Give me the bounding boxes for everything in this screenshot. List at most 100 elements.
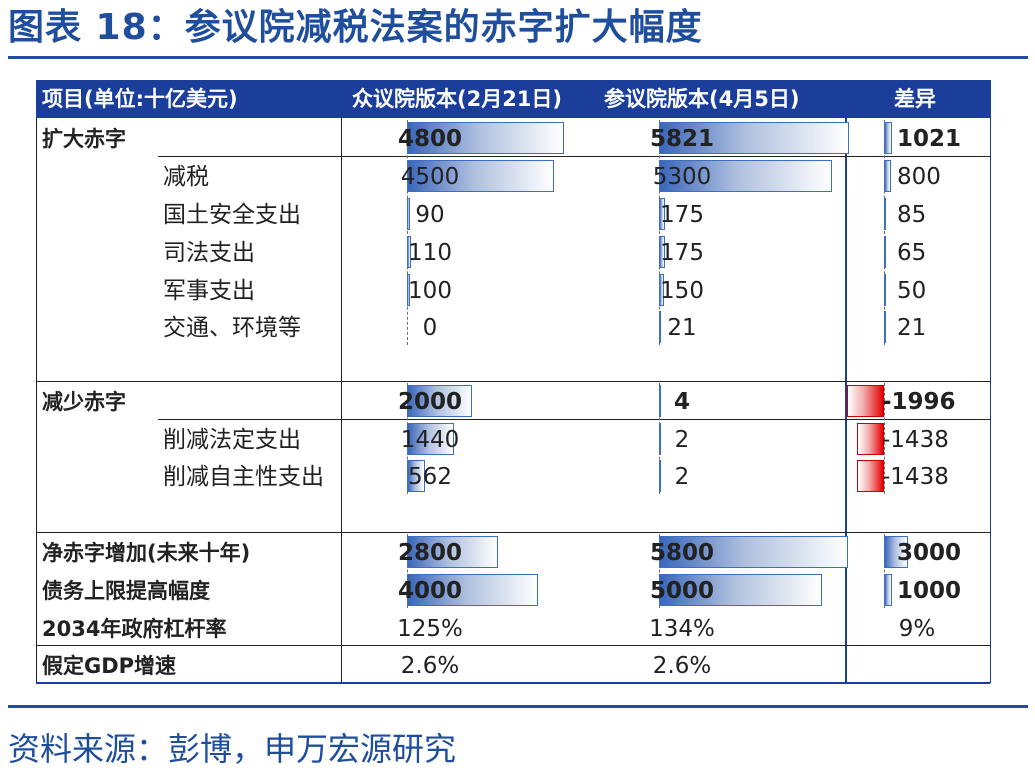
row-label: 扩大赤字: [42, 127, 126, 151]
diff-bar: [857, 423, 884, 455]
house-value: 2.6%: [400, 653, 460, 679]
diff-bar: [884, 198, 886, 230]
diff-value: 3000: [897, 540, 962, 566]
senate-bar: [659, 311, 661, 343]
bar-axis-line: [884, 534, 885, 608]
header-diff: 差异: [894, 87, 936, 111]
senate-value: 5800: [649, 540, 714, 566]
house-value: 562: [408, 464, 452, 490]
row-label: 净赤字增加(未来十年): [42, 541, 251, 565]
house-value: 100: [408, 278, 452, 304]
row-label: 削减自主性支出: [163, 464, 324, 490]
senate-bar: [659, 198, 665, 230]
senate-value: 5000: [649, 578, 714, 604]
senate-value: 4: [673, 389, 690, 415]
table-header: 项目(单位:十亿美元) 众议院版本(2月21日) 参议院版本(4月5日) 差异: [36, 80, 990, 118]
grid-line: [36, 645, 990, 646]
grid-line: [36, 682, 990, 684]
house-value: 4800: [397, 126, 462, 152]
diff-value: 85: [897, 202, 927, 228]
senate-value: 5821: [649, 126, 714, 152]
grid-line: [341, 118, 342, 683]
bar-axis-line: [884, 120, 885, 345]
senate-value: 175: [660, 240, 704, 266]
diff-value: 21: [897, 315, 927, 341]
house-bar: [407, 198, 410, 230]
diff-value: 800: [897, 164, 941, 190]
row-label: 军事支出: [163, 278, 255, 304]
house-value: 4500: [400, 164, 460, 190]
grid-line: [158, 419, 990, 420]
diff-bar: [884, 236, 886, 268]
bar-axis-line: [884, 383, 885, 494]
diff-bar: [884, 536, 909, 568]
house-value: 1440: [400, 427, 460, 453]
house-bar: [407, 536, 499, 568]
house-bar: [407, 160, 554, 192]
house-value: 110: [408, 240, 452, 266]
senate-bar: [659, 236, 665, 268]
diff-value: -1438: [882, 464, 949, 490]
grid-line: [990, 80, 991, 683]
grid-line: [36, 381, 990, 382]
diff-value: 50: [897, 278, 927, 304]
grid-line: [36, 532, 990, 533]
house-bar: [407, 274, 411, 306]
senate-value: 2.6%: [652, 653, 712, 679]
senate-value: 2: [674, 464, 690, 490]
row-label: 国土安全支出: [163, 202, 301, 228]
grid-line: [36, 118, 37, 683]
bar-axis-line: [407, 534, 408, 608]
row-label: 减少赤字: [42, 390, 126, 414]
row-label: 假定GDP增速: [42, 654, 177, 678]
senate-bar: [659, 122, 849, 154]
title-underline: [8, 56, 1028, 59]
senate-bar: [659, 385, 661, 417]
diff-value: 9%: [898, 616, 936, 642]
diff-bar: [884, 274, 886, 306]
senate-bar: [659, 423, 661, 455]
diff-value: [857, 647, 977, 685]
bar-axis-line: [407, 120, 408, 345]
house-value: 2800: [397, 540, 462, 566]
house-value: 90: [415, 202, 445, 228]
house-bar: [407, 460, 426, 492]
senate-value: 5300: [652, 164, 712, 190]
house-bar: [407, 122, 564, 154]
header-senate: 参议院版本(4月5日): [604, 87, 800, 111]
diff-value: 65: [897, 240, 927, 266]
diff-bar: [884, 122, 893, 154]
senate-value: 134%: [649, 616, 715, 642]
diff-value: -1996: [882, 389, 956, 415]
row-label: 司法支出: [163, 240, 255, 266]
house-value: 125%: [397, 616, 463, 642]
senate-bar: [659, 536, 849, 568]
senate-value: 175: [660, 202, 704, 228]
house-value: 0: [422, 315, 438, 341]
house-value: 4000: [397, 578, 462, 604]
house-bar: [407, 385, 473, 417]
house-bar: [407, 236, 411, 268]
senate-value: 21: [667, 315, 697, 341]
grid-line: [158, 156, 990, 157]
house-value: 2000: [397, 389, 462, 415]
bar-axis-line: [659, 120, 660, 345]
row-label: 债务上限提高幅度: [42, 579, 210, 603]
house-bar: [407, 423, 454, 455]
diff-value: -1438: [882, 427, 949, 453]
house-bar: [407, 574, 538, 606]
diff-bar: [884, 160, 891, 192]
diff-bar: [857, 460, 884, 492]
bar-axis-line: [659, 534, 660, 608]
senate-bar: [659, 574, 823, 606]
senate-bar: [659, 460, 661, 492]
row-label: 减税: [163, 164, 209, 190]
diff-value: 1000: [897, 578, 962, 604]
senate-value: 2: [674, 427, 690, 453]
row-label: 削减法定支出: [163, 427, 301, 453]
row-label: 交通、环境等: [163, 315, 301, 341]
diff-bar: [884, 574, 893, 606]
row-label: 2034年政府杠杆率: [42, 617, 227, 641]
senate-bar: [659, 160, 832, 192]
senate-value: 150: [660, 278, 704, 304]
